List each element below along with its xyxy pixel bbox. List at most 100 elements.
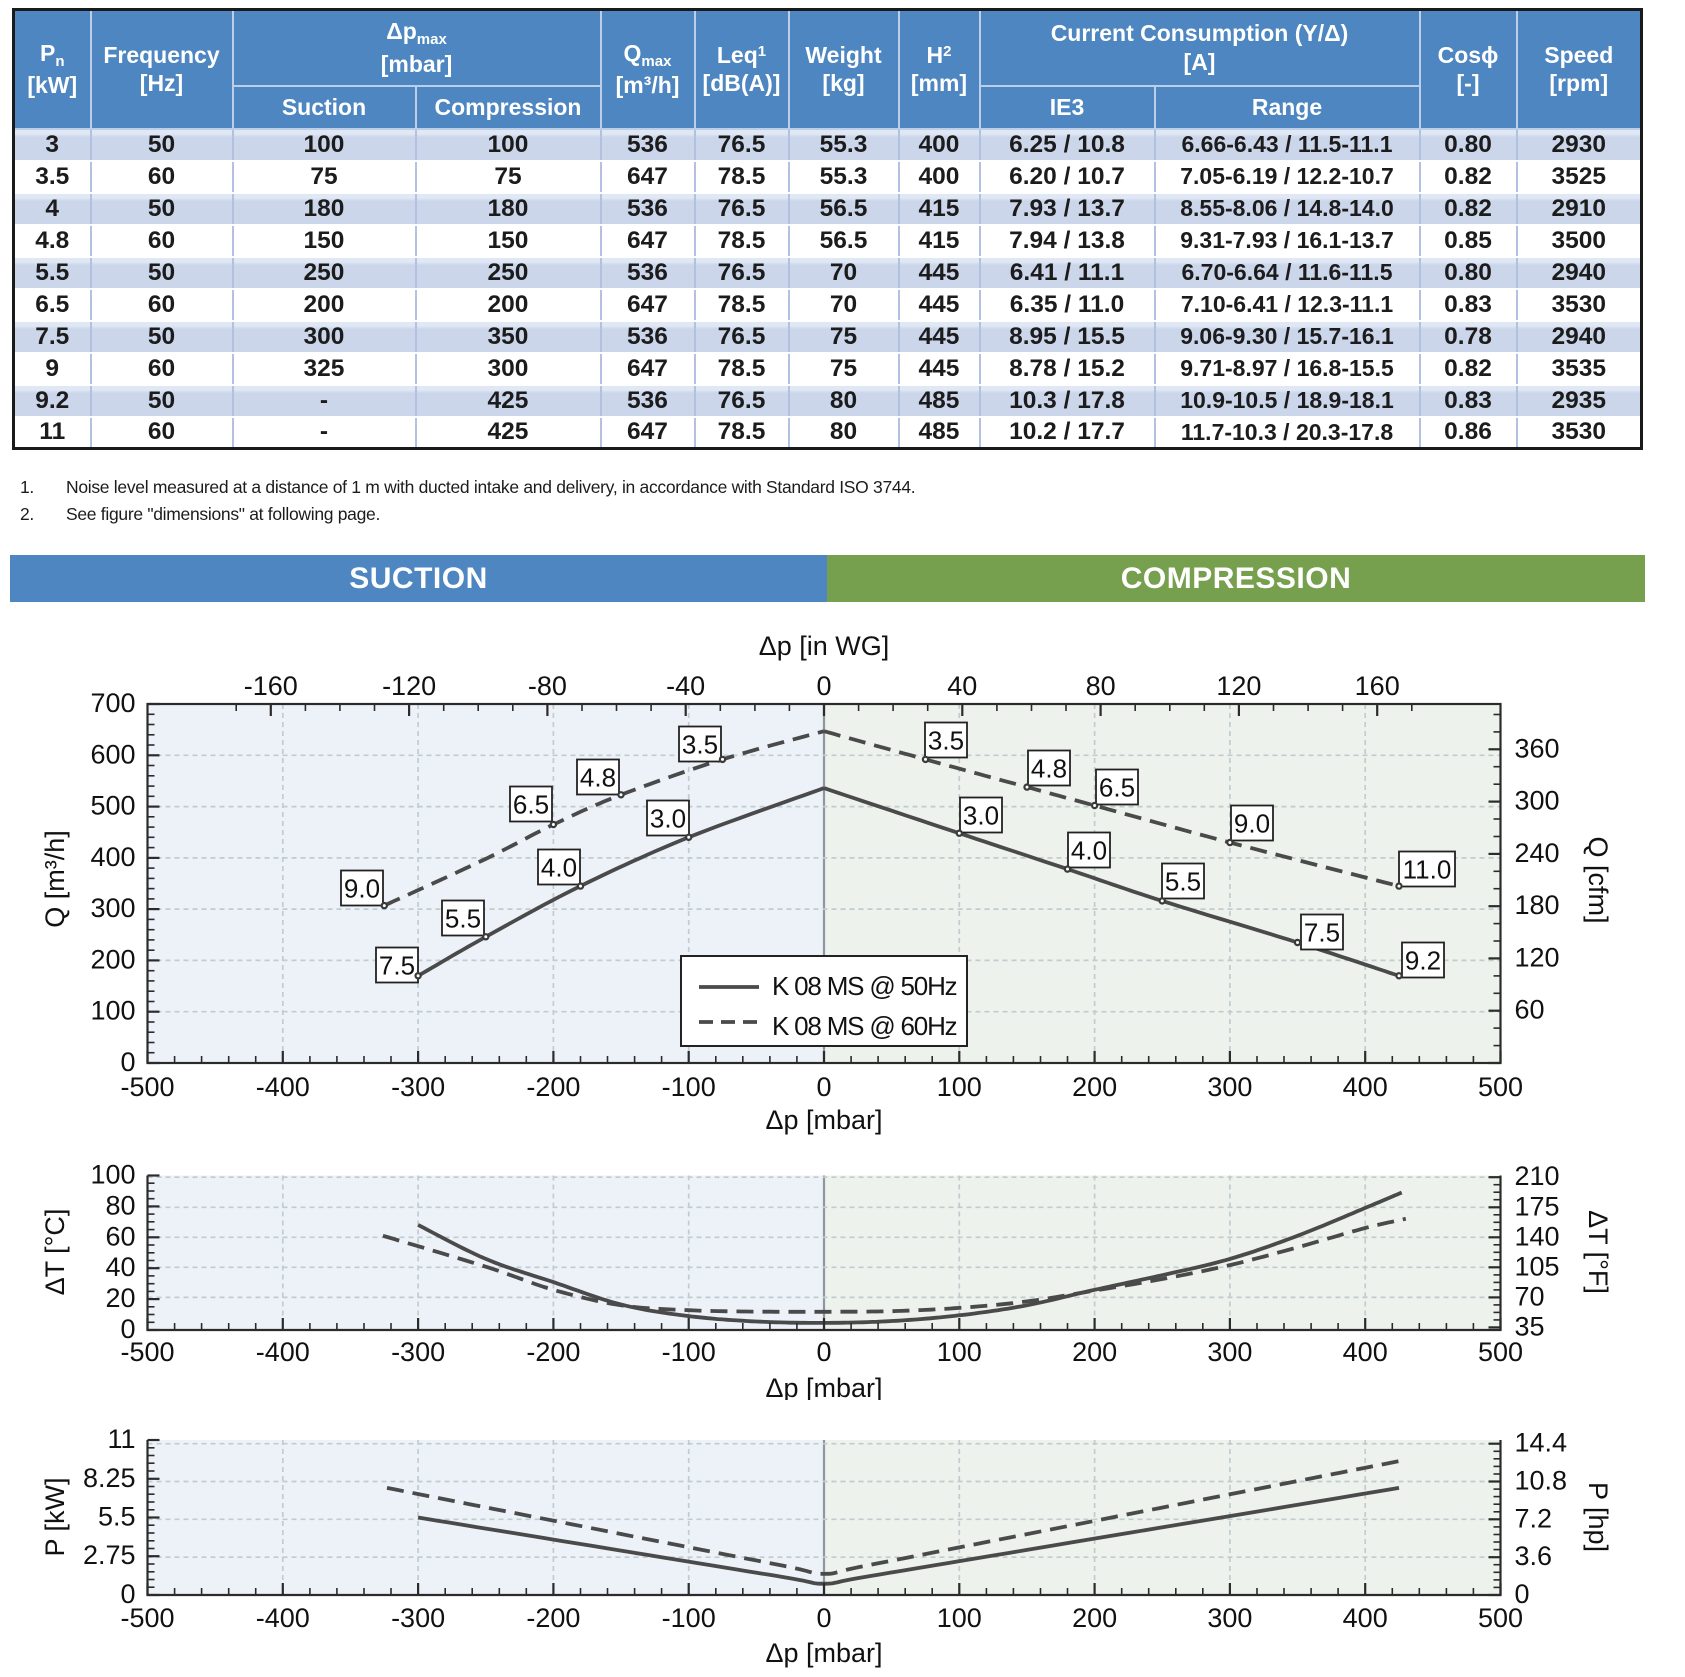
svg-text:500: 500 <box>1478 1337 1523 1367</box>
svg-text:-200: -200 <box>526 1337 580 1367</box>
svg-text:5.5: 5.5 <box>98 1502 136 1532</box>
svg-text:4.8: 4.8 <box>580 763 616 793</box>
svg-text:9.0: 9.0 <box>344 874 380 904</box>
svg-text:14.4: 14.4 <box>1515 1428 1568 1458</box>
svg-text:-200: -200 <box>526 1072 580 1102</box>
svg-text:300: 300 <box>1515 786 1560 816</box>
svg-text:600: 600 <box>90 739 135 769</box>
svg-text:Δp [in WG]: Δp [in WG] <box>759 631 890 661</box>
svg-text:40: 40 <box>105 1252 135 1282</box>
svg-text:-300: -300 <box>391 1603 445 1633</box>
svg-text:0: 0 <box>816 1072 831 1102</box>
svg-text:-500: -500 <box>120 1072 174 1102</box>
svg-text:-120: -120 <box>382 671 436 701</box>
svg-text:500: 500 <box>1478 1072 1523 1102</box>
svg-text:ΔT [°F]: ΔT [°F] <box>1583 1210 1613 1294</box>
svg-text:4.8: 4.8 <box>1031 754 1067 784</box>
svg-text:140: 140 <box>1515 1221 1560 1251</box>
svg-text:11: 11 <box>107 1424 135 1454</box>
svg-text:-100: -100 <box>662 1072 716 1102</box>
svg-text:0: 0 <box>816 671 831 701</box>
svg-text:175: 175 <box>1515 1191 1560 1221</box>
svg-text:200: 200 <box>1072 1337 1117 1367</box>
svg-text:0: 0 <box>816 1337 831 1367</box>
svg-text:7.2: 7.2 <box>1515 1503 1553 1533</box>
svg-text:8.25: 8.25 <box>83 1463 136 1493</box>
svg-text:K 08 MS @ 60Hz: K 08 MS @ 60Hz <box>772 1011 957 1041</box>
svg-text:100: 100 <box>937 1337 982 1367</box>
svg-text:3.6: 3.6 <box>1515 1541 1553 1571</box>
svg-text:35: 35 <box>1515 1311 1545 1341</box>
svg-text:100: 100 <box>90 996 135 1026</box>
svg-text:4.0: 4.0 <box>541 853 577 883</box>
svg-text:-200: -200 <box>526 1603 580 1633</box>
svg-text:Δp [mbar]: Δp [mbar] <box>765 1373 882 1400</box>
svg-text:60: 60 <box>1515 995 1545 1025</box>
svg-text:240: 240 <box>1515 838 1560 868</box>
svg-text:40: 40 <box>947 671 977 701</box>
svg-text:9.2: 9.2 <box>1405 946 1441 976</box>
svg-text:700: 700 <box>90 688 135 718</box>
svg-text:200: 200 <box>90 944 135 974</box>
svg-text:400: 400 <box>1343 1337 1388 1367</box>
svg-text:20: 20 <box>105 1283 135 1313</box>
svg-text:-500: -500 <box>120 1337 174 1367</box>
svg-text:-100: -100 <box>662 1603 716 1633</box>
svg-text:70: 70 <box>1515 1281 1545 1311</box>
svg-text:0: 0 <box>120 1047 135 1077</box>
svg-text:0: 0 <box>120 1314 135 1344</box>
svg-text:-160: -160 <box>244 671 298 701</box>
svg-text:5.5: 5.5 <box>1165 867 1201 897</box>
svg-text:K 08 MS @ 50Hz: K 08 MS @ 50Hz <box>772 971 957 1001</box>
svg-text:-300: -300 <box>391 1072 445 1102</box>
svg-text:6.5: 6.5 <box>513 790 549 820</box>
svg-text:7.5: 7.5 <box>379 951 415 981</box>
svg-text:400: 400 <box>90 842 135 872</box>
svg-text:200: 200 <box>1072 1072 1117 1102</box>
svg-text:-400: -400 <box>256 1603 310 1633</box>
svg-text:400: 400 <box>1343 1603 1388 1633</box>
svg-text:0: 0 <box>816 1603 831 1633</box>
svg-text:Δp [mbar]: Δp [mbar] <box>765 1105 882 1135</box>
svg-text:Q [m³/h]: Q [m³/h] <box>40 830 70 928</box>
svg-text:300: 300 <box>1207 1603 1252 1633</box>
svg-text:100: 100 <box>937 1603 982 1633</box>
svg-text:10.8: 10.8 <box>1515 1466 1568 1496</box>
svg-text:360: 360 <box>1515 733 1560 763</box>
svg-text:P [hp]: P [hp] <box>1583 1482 1613 1552</box>
svg-text:105: 105 <box>1515 1251 1560 1281</box>
svg-text:-80: -80 <box>528 671 567 701</box>
svg-text:0: 0 <box>1515 1579 1530 1609</box>
svg-text:100: 100 <box>937 1072 982 1102</box>
svg-text:6.5: 6.5 <box>1099 773 1135 803</box>
svg-text:-300: -300 <box>391 1337 445 1367</box>
svg-text:Δp [mbar]: Δp [mbar] <box>765 1638 882 1668</box>
svg-text:7.5: 7.5 <box>1304 918 1340 948</box>
svg-text:9.0: 9.0 <box>1234 809 1270 839</box>
svg-text:300: 300 <box>1207 1337 1252 1367</box>
svg-text:-400: -400 <box>256 1337 310 1367</box>
svg-text:Q [cfm]: Q [cfm] <box>1583 837 1613 924</box>
svg-text:300: 300 <box>90 893 135 923</box>
svg-text:300: 300 <box>1207 1072 1252 1102</box>
svg-text:80: 80 <box>105 1190 135 1220</box>
svg-text:4.0: 4.0 <box>1071 836 1107 866</box>
svg-text:210: 210 <box>1515 1161 1560 1191</box>
svg-text:60: 60 <box>105 1221 135 1251</box>
svg-text:ΔT [°C]: ΔT [°C] <box>40 1209 70 1296</box>
svg-text:80: 80 <box>1086 671 1116 701</box>
svg-text:-100: -100 <box>662 1337 716 1367</box>
svg-text:3.5: 3.5 <box>682 730 718 760</box>
svg-text:500: 500 <box>90 791 135 821</box>
svg-text:P [kW]: P [kW] <box>40 1477 70 1556</box>
svg-text:400: 400 <box>1343 1072 1388 1102</box>
svg-text:3.0: 3.0 <box>963 801 999 831</box>
svg-text:3.5: 3.5 <box>928 726 964 756</box>
svg-text:200: 200 <box>1072 1603 1117 1633</box>
svg-text:160: 160 <box>1355 671 1400 701</box>
svg-text:120: 120 <box>1216 671 1261 701</box>
svg-text:-40: -40 <box>666 671 705 701</box>
svg-text:-500: -500 <box>120 1603 174 1633</box>
svg-text:3.0: 3.0 <box>650 804 686 834</box>
svg-text:100: 100 <box>90 1160 135 1190</box>
